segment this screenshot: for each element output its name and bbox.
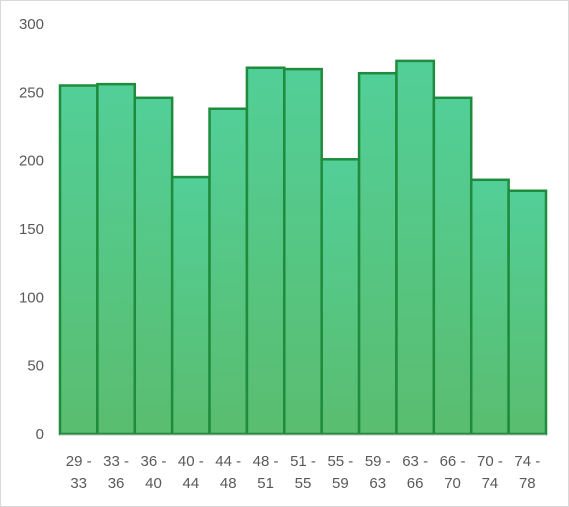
x-tick-label-line: 55 <box>295 475 312 492</box>
x-tick-label: 33 - 36 <box>103 453 129 492</box>
y-tick-label: 50 <box>27 358 44 375</box>
x-tick-label-line: 44 <box>183 475 200 492</box>
y-tick-label: 300 <box>19 16 44 33</box>
x-tick-label-line: 48 <box>220 475 237 492</box>
x-tick-label: 59 - 63 <box>365 453 391 492</box>
y-axis-tick-labels: 0 50 100 150 200 250 300 <box>19 16 44 443</box>
x-tick-label-line: 36 - <box>141 453 167 470</box>
bar <box>395 59 436 436</box>
x-tick-label: 36 - 40 <box>141 453 167 492</box>
bar <box>432 96 473 436</box>
bar <box>58 84 99 436</box>
y-tick-label: 0 <box>36 426 44 443</box>
x-tick-label-line: 78 <box>519 475 536 492</box>
x-tick-label-line: 48 - <box>253 453 279 470</box>
y-tick-label: 100 <box>19 289 44 306</box>
x-tick-label-line: 59 - <box>365 453 391 470</box>
x-tick-label: 55 - 59 <box>327 453 353 492</box>
x-tick-label-line: 51 <box>257 475 274 492</box>
x-tick-label: 74 - 78 <box>514 453 540 492</box>
x-tick-label-line: 40 <box>145 475 162 492</box>
bar <box>507 189 548 436</box>
bar <box>357 71 398 436</box>
y-tick-label: 200 <box>19 153 44 170</box>
x-tick-label-line: 66 <box>407 475 424 492</box>
y-tick-label: 150 <box>19 221 44 238</box>
bar <box>133 96 174 436</box>
x-tick-label-line: 70 <box>444 475 461 492</box>
x-tick-label-line: 33 - <box>103 453 129 470</box>
x-tick-label: 70 - 74 <box>477 453 503 492</box>
x-tick-label-line: 63 <box>369 475 386 492</box>
x-tick-label: 66 - 70 <box>440 453 466 492</box>
x-tick-label-line: 63 - <box>402 453 428 470</box>
bar <box>208 107 249 436</box>
bar <box>283 67 323 436</box>
x-tick-label-line: 70 - <box>477 453 503 470</box>
x-tick-label: 51 - 55 <box>290 453 316 492</box>
bars <box>58 59 548 436</box>
x-tick-label-line: 51 - <box>290 453 316 470</box>
x-tick-label-line: 74 - <box>514 453 540 470</box>
x-tick-label: 63 - 66 <box>402 453 428 492</box>
x-tick-label-line: 44 - <box>215 453 241 470</box>
x-tick-label-line: 33 <box>70 475 87 492</box>
x-tick-label-line: 59 <box>332 475 349 492</box>
x-tick-label-line: 40 - <box>178 453 204 470</box>
bar <box>245 66 286 436</box>
x-tick-label-line: 36 <box>108 475 125 492</box>
x-tick-label: 29 - 33 <box>66 453 92 492</box>
bar <box>170 175 211 436</box>
bar <box>96 82 137 436</box>
bar <box>469 178 510 436</box>
x-axis-tick-labels: 29 - 33 33 - 36 36 - 40 40 - 44 44 - 48 48 - 51 51 -… <box>66 453 540 492</box>
x-tick-label-line: 66 - <box>440 453 466 470</box>
x-tick-label-line: 74 <box>482 475 499 492</box>
x-tick-label: 48 - 51 <box>253 453 279 492</box>
x-tick-label: 44 - 48 <box>215 453 241 492</box>
bar <box>320 158 361 436</box>
x-tick-label-line: 29 - <box>66 453 92 470</box>
y-tick-label: 250 <box>19 84 44 101</box>
x-tick-label-line: 55 - <box>327 453 353 470</box>
x-tick-label: 40 - 44 <box>178 453 204 492</box>
